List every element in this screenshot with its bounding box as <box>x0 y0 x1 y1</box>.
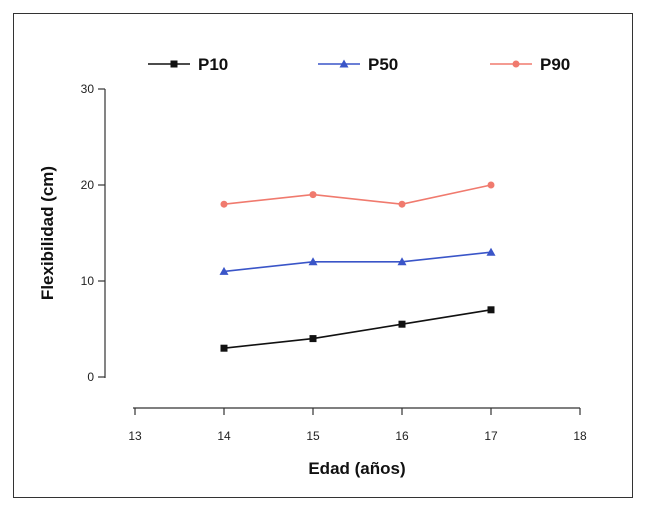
y-tick-label: 0 <box>87 370 94 384</box>
y-axis-label: Flexibilidad (cm) <box>38 166 57 300</box>
data-point <box>397 257 407 266</box>
data-point <box>220 344 228 352</box>
legend-marker <box>512 60 520 68</box>
legend-marker <box>339 59 349 68</box>
y-tick-label: 10 <box>81 274 95 288</box>
series-p90 <box>220 181 495 208</box>
legend-item-p90: P90 <box>490 55 570 74</box>
legend-marker <box>170 60 178 68</box>
series-line <box>223 184 492 206</box>
x-tick-label: 14 <box>217 429 231 443</box>
legend-label: P10 <box>198 55 228 74</box>
series-line <box>223 309 492 349</box>
x-tick-label: 13 <box>128 429 142 443</box>
legend-item-p50: P50 <box>318 55 398 74</box>
data-point <box>487 306 495 314</box>
x-tick-label: 16 <box>395 429 409 443</box>
legend-label: P90 <box>540 55 570 74</box>
series-group <box>219 181 496 352</box>
x-axis-label: Edad (años) <box>308 459 405 478</box>
x-tick-label: 18 <box>573 429 587 443</box>
data-point <box>398 200 406 208</box>
legend: P10 P50 P90 <box>148 55 570 74</box>
y-axis-ticks: 0 10 20 30 <box>81 82 105 384</box>
series-p50 <box>219 247 496 275</box>
data-point <box>308 257 318 266</box>
data-point <box>398 320 406 328</box>
x-tick-label: 17 <box>484 429 498 443</box>
data-point <box>220 200 228 208</box>
legend-label: P50 <box>368 55 398 74</box>
y-tick-label: 20 <box>81 178 95 192</box>
series-line <box>223 251 492 273</box>
x-tick-label: 15 <box>306 429 320 443</box>
series-p10 <box>220 306 495 352</box>
legend-item-p10: P10 <box>148 55 228 74</box>
data-point <box>486 247 496 256</box>
x-axis-ticks: 13 14 15 16 17 18 <box>128 408 587 443</box>
data-point <box>309 191 317 199</box>
y-tick-label: 30 <box>81 82 95 96</box>
data-point <box>309 335 317 343</box>
data-point <box>487 181 495 189</box>
data-point <box>219 266 229 275</box>
chart-frame <box>13 13 633 498</box>
